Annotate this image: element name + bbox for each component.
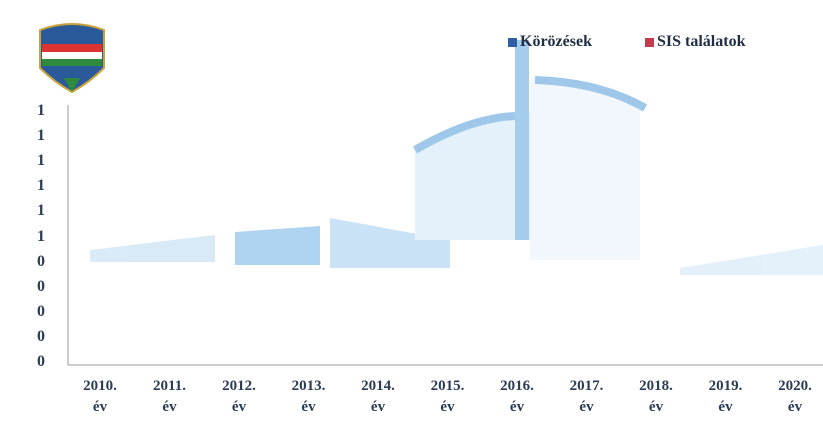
x-tick-label: 2020. év bbox=[778, 378, 812, 415]
background-image bbox=[90, 40, 823, 275]
x-tick-label: 2014. év bbox=[361, 378, 395, 415]
x-tick-label: 2010. év bbox=[83, 378, 117, 415]
y-tick-label: 1 bbox=[37, 177, 45, 195]
y-tick-label: 1 bbox=[37, 102, 45, 119]
y-tick-label: 0 bbox=[37, 353, 45, 370]
x-tick-label: 2015. év bbox=[430, 378, 465, 415]
x-tick-label: 2012. év bbox=[222, 378, 256, 415]
x-tick-label: 2016. év bbox=[500, 378, 534, 415]
y-tick-label: 1 bbox=[37, 127, 45, 145]
x-tick-label: 2019. év bbox=[708, 378, 743, 415]
legend-swatch bbox=[508, 37, 517, 47]
y-tick-label: 1 bbox=[37, 202, 45, 220]
axes bbox=[67, 105, 823, 366]
legend-swatch bbox=[645, 37, 654, 47]
legend-item: Körözések bbox=[508, 33, 592, 51]
x-tick-label: 2017. év bbox=[569, 378, 604, 415]
y-tick-label: 0 bbox=[37, 252, 45, 270]
x-tick-label: 2011. év bbox=[153, 378, 186, 415]
legend-item: SIS találatok bbox=[645, 33, 745, 51]
y-tick-label: 1 bbox=[37, 152, 45, 170]
x-tick-label: 2018. év bbox=[639, 378, 673, 415]
y-tick-label: 1 bbox=[37, 227, 45, 245]
x-tick-label: 2013. év bbox=[291, 378, 326, 415]
logo bbox=[39, 23, 105, 94]
y-tick-label: 0 bbox=[37, 327, 45, 345]
legend-label: SIS találatok bbox=[657, 33, 746, 50]
legend-label: Körözések bbox=[520, 33, 592, 50]
y-tick-label: 0 bbox=[37, 277, 45, 295]
y-tick-label: 0 bbox=[37, 302, 45, 320]
